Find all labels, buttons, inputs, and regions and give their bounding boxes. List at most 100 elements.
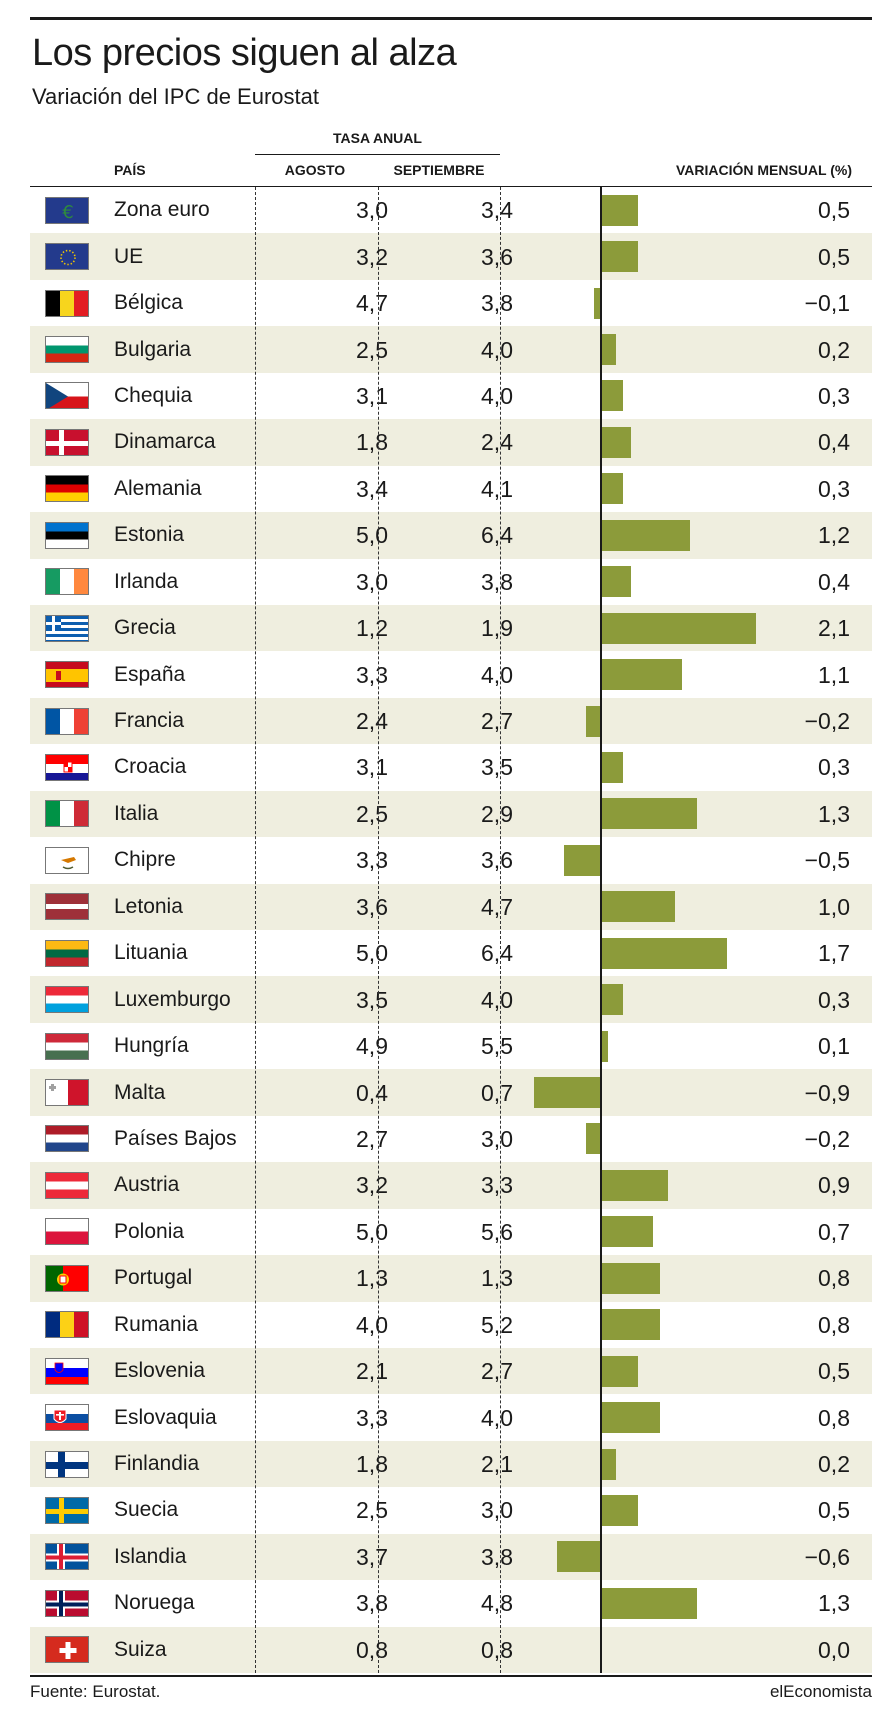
monthly-value-label: −0,1 [804, 290, 850, 317]
italy-flag-icon [45, 800, 89, 828]
monthly-value-label: 0,8 [818, 1404, 850, 1431]
bar-mark [601, 473, 624, 505]
monthly-value-label: 1,2 [818, 522, 850, 549]
bottom-rule [30, 1675, 872, 1677]
agosto-value: 0,8 [356, 1636, 388, 1663]
zero-axis [600, 187, 602, 1673]
septiembre-value: 3,5 [481, 754, 513, 781]
source-note: Fuente: Eurostat. [30, 1682, 161, 1701]
table-row: Lituania 5,0 6,4 1,7 [30, 930, 872, 976]
divider-septiembre-right [500, 187, 501, 1673]
table-row: España 3,3 4,0 1,1 [30, 651, 872, 697]
table-row: Chipre 3,3 3,6 −0,5 [30, 837, 872, 883]
table-row: Estonia 5,0 6,4 1,2 [30, 512, 872, 559]
country-name: Italia [114, 801, 159, 825]
table-row: Polonia 5,0 5,6 0,7 [30, 1209, 872, 1255]
monthly-value-label: 1,1 [818, 661, 850, 688]
monthly-value-label: 0,7 [818, 1218, 850, 1245]
agosto-value: 3,0 [356, 197, 388, 224]
bar-mark [601, 1402, 661, 1434]
agosto-value: 3,7 [356, 1543, 388, 1570]
bar-mark [534, 1077, 601, 1109]
table-row: Chequia 3,1 4,0 0,3 [30, 373, 872, 419]
monthly-value-label: 0,9 [818, 1172, 850, 1199]
bar-mark [601, 1448, 616, 1480]
table-row: Islandia 3,7 3,8 −0,6 [30, 1533, 872, 1581]
bar-mark [601, 1309, 661, 1341]
latvia-flag-icon [45, 893, 89, 921]
monthly-value-label: 0,3 [818, 754, 850, 781]
agosto-value: 3,2 [356, 243, 388, 270]
country-name: Irlanda [114, 569, 179, 593]
monthly-value-label: 0,5 [818, 243, 850, 270]
table-row: Suecia 2,5 3,0 0,5 [30, 1487, 872, 1533]
bar-mark [601, 659, 683, 691]
monthly-value-label: 2,1 [818, 615, 850, 642]
septiembre-value: 1,9 [481, 615, 513, 642]
septiembre-value: 1,3 [481, 1265, 513, 1292]
bar-mark [564, 844, 601, 876]
septiembre-value: 0,7 [481, 1079, 513, 1106]
agosto-value: 3,1 [356, 382, 388, 409]
table-row: Suiza 0,8 0,8 0,0 [30, 1626, 872, 1673]
country-name: Zona euro [114, 198, 210, 222]
bar-mark [601, 1030, 609, 1062]
country-name: Bélgica [114, 291, 183, 315]
agosto-value: 3,3 [356, 661, 388, 688]
monthly-value-label: 0,3 [818, 986, 850, 1013]
country-name: Chipre [114, 848, 176, 872]
bar-mark [586, 1123, 601, 1155]
agosto-value: 3,5 [356, 986, 388, 1013]
table-row: Finlandia 1,8 2,1 0,2 [30, 1440, 872, 1488]
monthly-value-label: −0,2 [804, 1125, 850, 1152]
monthly-value-label: 0,5 [818, 1497, 850, 1524]
norway-flag-icon [45, 1589, 89, 1617]
agosto-value: 3,6 [356, 893, 388, 920]
agosto-value: 2,4 [356, 708, 388, 735]
romania-flag-icon [45, 1311, 89, 1339]
table-row: Grecia 1,2 1,9 2,1 [30, 604, 872, 652]
table-row: Letonia 3,6 4,7 1,0 [30, 883, 872, 930]
agosto-value: 5,0 [356, 1218, 388, 1245]
septiembre-value: 4,8 [481, 1590, 513, 1617]
divider-agosto-left [255, 187, 256, 1673]
table-row: Dinamarca 1,8 2,4 0,4 [30, 419, 872, 466]
monthly-value-label: 0,4 [818, 568, 850, 595]
agosto-value: 2,5 [356, 336, 388, 363]
country-name: Malta [114, 1080, 166, 1104]
header-septiembre: SEPTIEMBRE [393, 162, 485, 178]
belgium-flag-icon [45, 289, 89, 317]
finland-flag-icon [45, 1450, 89, 1478]
country-name: Suecia [114, 1498, 179, 1522]
agosto-value: 2,1 [356, 1358, 388, 1385]
austria-flag-icon [45, 1171, 89, 1199]
country-name: UE [114, 244, 144, 268]
agosto-value: 3,3 [356, 847, 388, 874]
septiembre-value: 4,0 [481, 336, 513, 363]
country-name: Islandia [114, 1544, 187, 1568]
country-name: Suiza [114, 1637, 167, 1661]
bar-mark [601, 984, 624, 1016]
septiembre-value: 2,7 [481, 708, 513, 735]
croatia-flag-icon [45, 753, 89, 781]
monthly-value-label: 0,2 [818, 1451, 850, 1478]
country-name: Eslovenia [114, 1359, 206, 1383]
monthly-value-label: 1,7 [818, 940, 850, 967]
luxembourg-flag-icon [45, 986, 89, 1014]
septiembre-value: 3,8 [481, 290, 513, 317]
agosto-value: 2,7 [356, 1125, 388, 1152]
bar-mark [593, 287, 601, 319]
septiembre-value: 2,1 [481, 1451, 513, 1478]
monthly-value-label: 0,4 [818, 429, 850, 456]
agosto-value: 2,5 [356, 1497, 388, 1524]
agosto-value: 1,3 [356, 1265, 388, 1292]
septiembre-value: 4,0 [481, 382, 513, 409]
bar-mark [601, 1169, 668, 1201]
header-agosto: AGOSTO [284, 162, 346, 178]
agosto-value: 4,7 [356, 290, 388, 317]
septiembre-value: 0,8 [481, 1636, 513, 1663]
bar-mark [556, 1541, 601, 1573]
country-name: Portugal [114, 1266, 193, 1290]
bar-mark [601, 891, 675, 923]
bar-mark [601, 334, 616, 366]
